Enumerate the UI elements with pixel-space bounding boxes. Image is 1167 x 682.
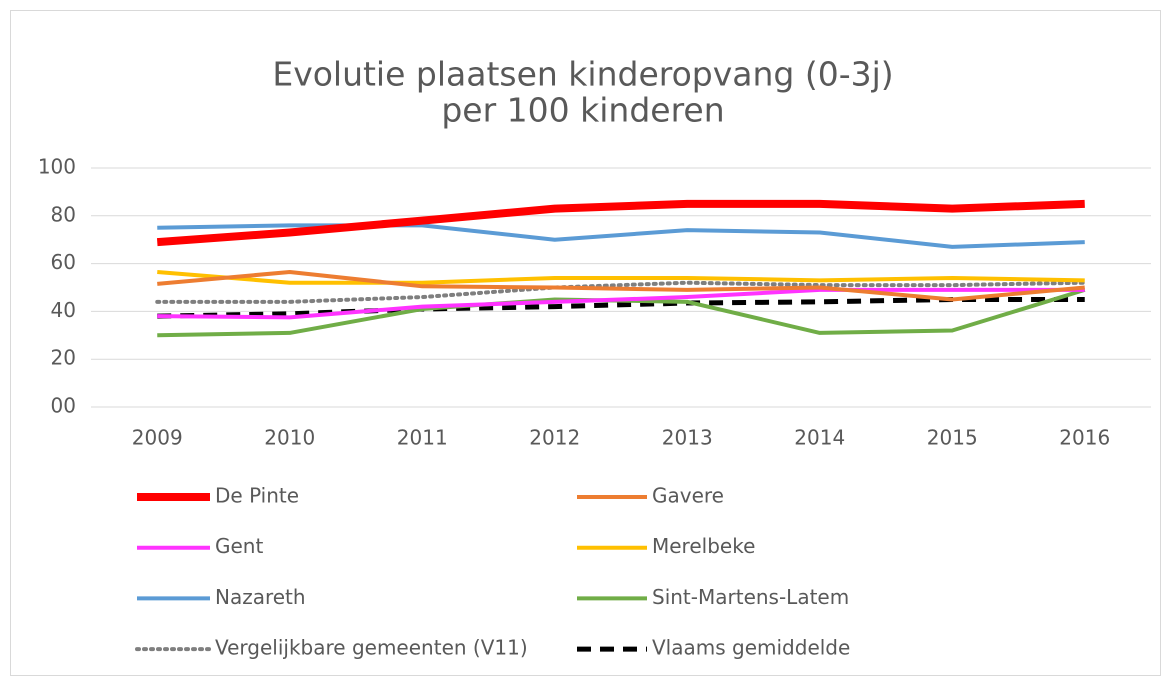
legend-label: Sint-Martens-Latem xyxy=(652,585,849,609)
chart-subtitle: per 100 kinderen xyxy=(441,91,724,130)
chart-title: Evolutie plaatsen kinderopvang (0-3j) xyxy=(272,55,893,94)
legend-label: Vlaams gemiddelde xyxy=(652,636,850,660)
chart-border xyxy=(10,10,1161,676)
x-tick-label: 2016 xyxy=(1059,426,1110,450)
y-tick-label: 100 xyxy=(38,155,76,179)
series-line xyxy=(157,269,1085,302)
series-line xyxy=(157,287,1085,320)
legend-label: Vergelijkbare gemeenten (V11) xyxy=(215,636,528,660)
y-tick-label: 00 xyxy=(51,394,76,418)
legend-label: Gent xyxy=(215,534,263,558)
x-tick-label: 2015 xyxy=(927,426,978,450)
legend-label: Merelbeke xyxy=(652,534,755,558)
legend-label: Nazareth xyxy=(215,585,306,609)
y-tick-label: 60 xyxy=(51,250,76,274)
x-tick-label: 2013 xyxy=(662,426,713,450)
series-line xyxy=(157,296,1085,319)
x-tick-label: 2011 xyxy=(397,426,448,450)
legend-label: De Pinte xyxy=(215,484,299,508)
x-tick-label: 2012 xyxy=(529,426,580,450)
x-tick-label: 2009 xyxy=(132,426,183,450)
y-tick-label: 80 xyxy=(51,202,76,226)
x-tick-label: 2010 xyxy=(264,426,315,450)
x-tick-label: 2014 xyxy=(794,426,845,450)
series-line xyxy=(156,199,1085,247)
series-line xyxy=(155,280,1087,304)
y-tick-label: 20 xyxy=(51,346,76,370)
y-tick-label: 40 xyxy=(51,298,76,322)
legend-label: Gavere xyxy=(652,484,724,508)
series-line xyxy=(157,223,1085,249)
series-line xyxy=(157,269,1085,285)
